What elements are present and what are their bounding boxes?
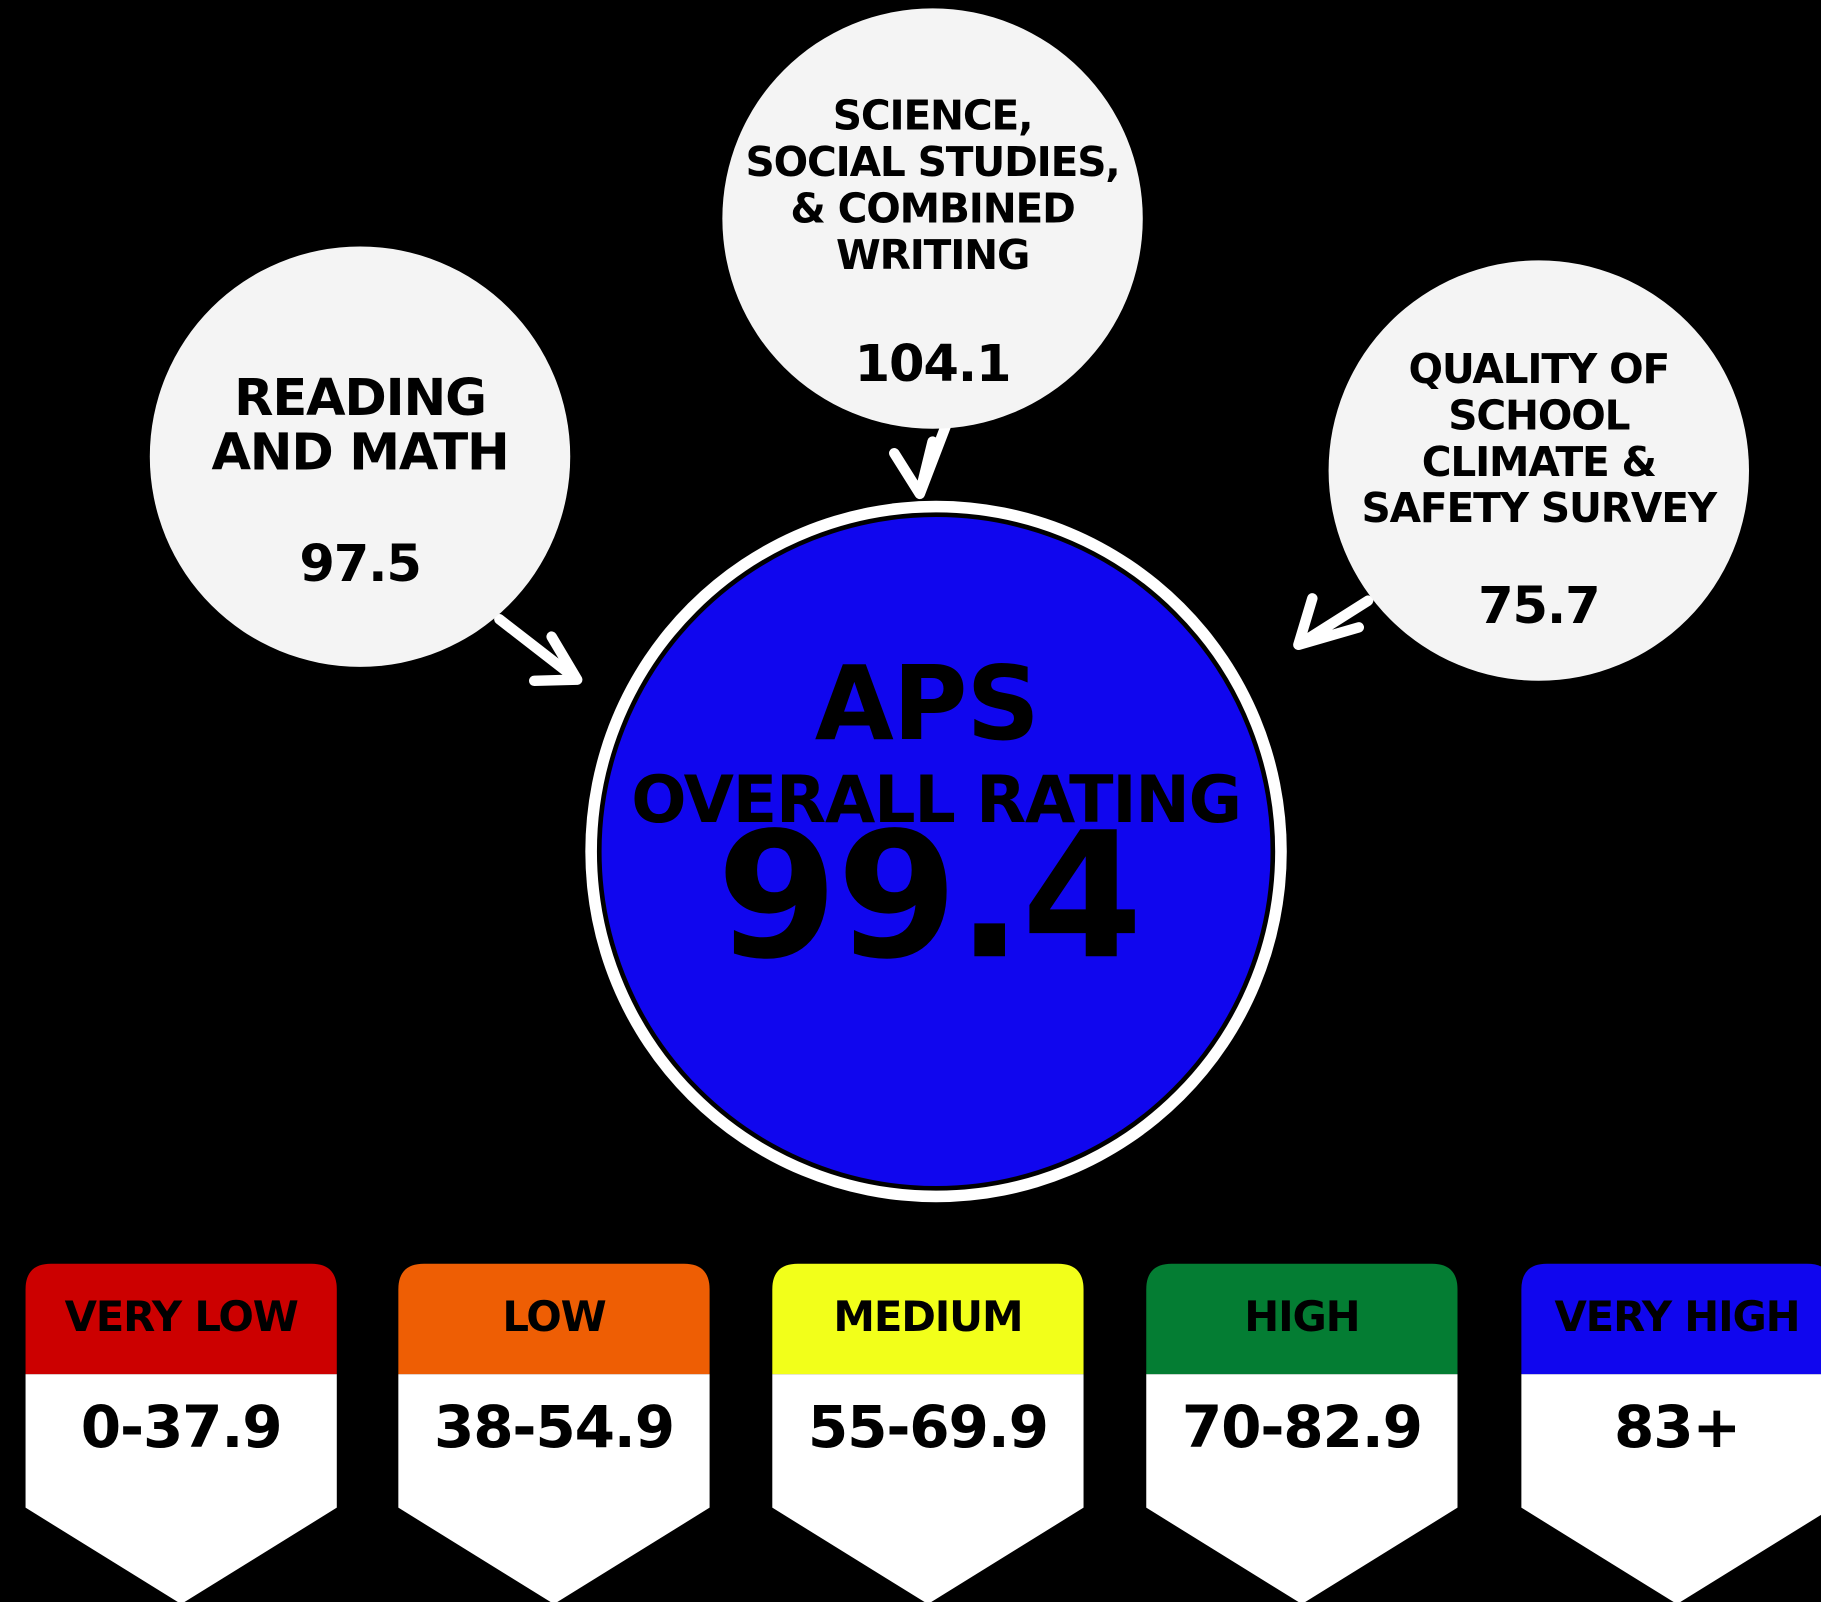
node-circle	[149, 246, 571, 667]
node-label: SAFETY SURVEY	[1362, 484, 1718, 532]
legend-badge: HIGH 70-82.9	[1146, 1263, 1458, 1602]
node-circle	[722, 8, 1143, 429]
arrow	[494, 614, 583, 687]
center-value: 99.4	[717, 795, 1142, 998]
badge-body	[25, 1374, 337, 1602]
badge-label: MEDIUM	[833, 1292, 1022, 1341]
node-circle	[1328, 260, 1749, 681]
node-label: QUALITY OF	[1408, 345, 1669, 393]
arrows	[494, 418, 1374, 687]
badge-range: 83+	[1614, 1393, 1740, 1461]
node-label: WRITING	[836, 231, 1029, 279]
node-label: & COMBINED	[790, 185, 1074, 233]
badge-header	[1146, 1263, 1458, 1375]
center-subtitle: OVERALL RATING	[631, 763, 1241, 838]
badge-body	[1146, 1374, 1458, 1602]
node-value: 75.7	[1478, 577, 1599, 636]
center-title: APS	[815, 645, 1039, 764]
badge-label: HIGH	[1244, 1292, 1359, 1341]
badge-label: VERY HIGH	[1555, 1292, 1800, 1341]
node: SCIENCE,SOCIAL STUDIES,& COMBINEDWRITING…	[722, 8, 1143, 429]
node-value: 97.5	[299, 535, 420, 594]
node-label: SOCIAL STUDIES,	[746, 138, 1120, 186]
center-circle	[596, 512, 1276, 1191]
badge-body	[1521, 1374, 1821, 1602]
badge-header	[25, 1263, 337, 1375]
node-label: READING	[234, 369, 486, 428]
legend-badge: LOW 38-54.9	[398, 1263, 710, 1602]
badge-body	[772, 1374, 1084, 1602]
badge-header	[1521, 1263, 1821, 1375]
badge-range: 55-69.9	[808, 1393, 1048, 1461]
arrow	[1293, 593, 1374, 651]
badge-range: 0-37.9	[81, 1393, 282, 1461]
badge-label: VERY LOW	[65, 1292, 298, 1341]
arrow	[889, 418, 952, 500]
badge-body	[398, 1374, 710, 1602]
badge-header	[772, 1263, 1084, 1375]
node-label: AND MATH	[211, 423, 508, 482]
node-label: CLIMATE &	[1422, 438, 1656, 486]
node-label: SCHOOL	[1448, 391, 1629, 439]
badge-label: LOW	[502, 1292, 605, 1341]
badge-range: 38-54.9	[434, 1393, 674, 1461]
badge-range: 70-82.9	[1182, 1393, 1422, 1461]
node-value: 104.1	[855, 335, 1011, 394]
legend-badge: VERY HIGH 83+	[1521, 1263, 1821, 1602]
node-label: SCIENCE,	[833, 92, 1033, 140]
badge-header	[398, 1263, 710, 1375]
legend-badge: MEDIUM 55-69.9	[772, 1263, 1084, 1602]
legend-badge: VERY LOW 0-37.9	[25, 1263, 337, 1602]
